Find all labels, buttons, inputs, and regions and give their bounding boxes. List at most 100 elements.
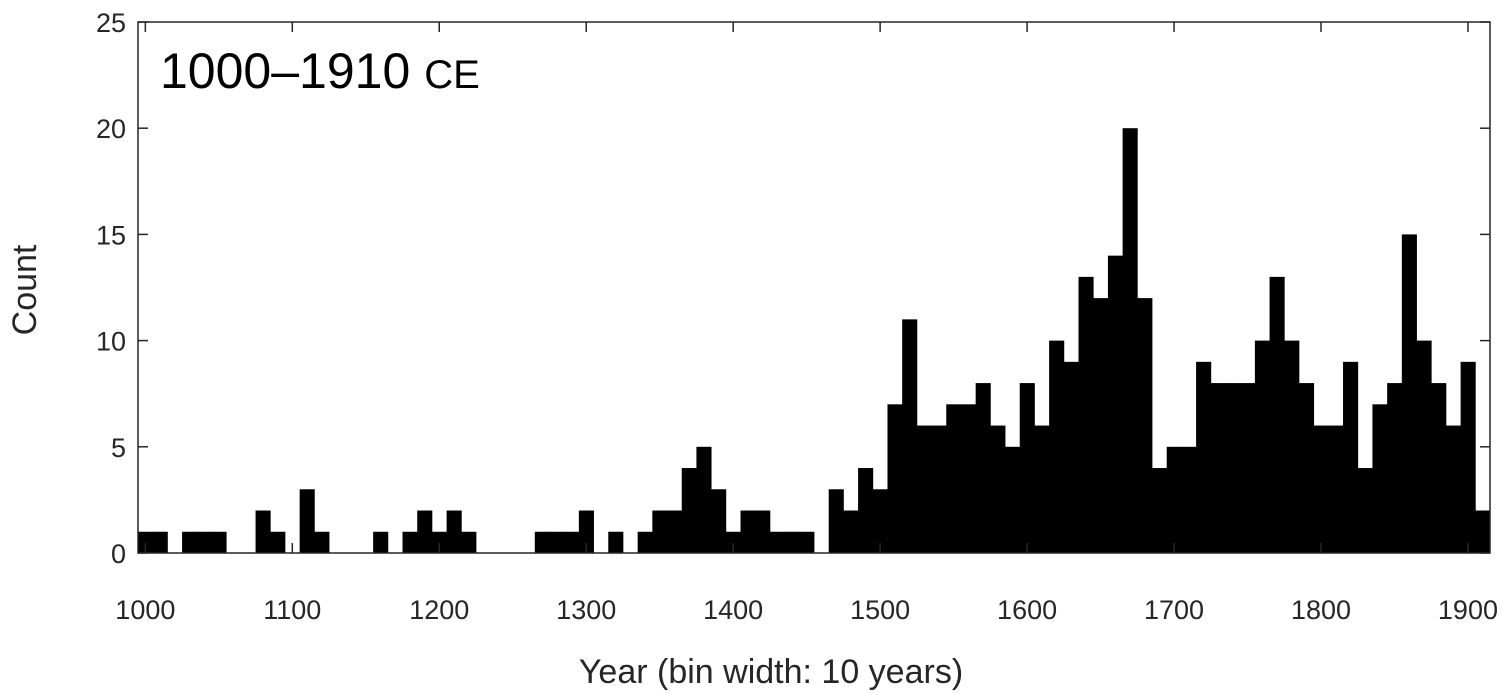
x-tick-label: 1700 bbox=[1144, 595, 1204, 625]
x-tick-label: 1300 bbox=[556, 595, 616, 625]
histogram-bar bbox=[1445, 425, 1462, 553]
histogram-bar bbox=[1240, 383, 1256, 553]
y-tick-label: 15 bbox=[96, 220, 126, 250]
chart-title-range: 1000–1910 bbox=[160, 43, 410, 99]
y-tick-label: 0 bbox=[111, 539, 126, 569]
histogram-bar bbox=[1269, 276, 1285, 553]
histogram-bar bbox=[784, 531, 800, 553]
y-tick-label: 25 bbox=[96, 8, 126, 38]
histogram-bar bbox=[975, 383, 991, 553]
histogram-bar bbox=[1328, 425, 1344, 553]
histogram-bar bbox=[1210, 383, 1226, 553]
histogram-bar bbox=[534, 531, 550, 553]
histogram-bar bbox=[564, 531, 580, 553]
histogram-bar bbox=[138, 531, 154, 553]
histogram-bar bbox=[182, 531, 198, 553]
histogram-bar bbox=[872, 489, 888, 553]
x-tick-label: 1500 bbox=[850, 595, 910, 625]
histogram-bar bbox=[1049, 340, 1065, 553]
histogram-bar bbox=[608, 531, 624, 553]
chart-title-unit: CE bbox=[424, 53, 480, 97]
x-tick-label: 1400 bbox=[703, 595, 763, 625]
y-axis-ticks: 0 5 10 15 20 25 bbox=[96, 8, 1490, 569]
histogram-bar bbox=[960, 404, 977, 553]
histogram-bar bbox=[1431, 383, 1447, 553]
histogram-bar bbox=[1078, 276, 1094, 553]
chart-title: 1000–1910 CE bbox=[160, 43, 480, 99]
histogram-bar bbox=[461, 531, 477, 553]
histogram-bar bbox=[1254, 340, 1270, 553]
histogram-bar bbox=[255, 510, 271, 553]
y-axis-title: Count bbox=[6, 244, 44, 335]
histogram-bar bbox=[1357, 468, 1373, 553]
histogram-bar bbox=[373, 531, 389, 553]
histogram-bar bbox=[1107, 255, 1124, 553]
histogram-bar bbox=[299, 489, 315, 553]
histogram-bar bbox=[1284, 340, 1300, 553]
histogram-bar bbox=[1225, 383, 1241, 553]
histogram-bar bbox=[681, 468, 697, 553]
histogram-bar bbox=[1093, 298, 1109, 553]
histogram-bar bbox=[270, 531, 286, 553]
histogram-bar bbox=[1401, 234, 1417, 553]
y-tick-label: 10 bbox=[96, 327, 126, 357]
histogram-bar bbox=[902, 319, 918, 553]
histogram-bar bbox=[916, 425, 932, 553]
histogram-bar bbox=[1152, 468, 1168, 553]
x-axis-title: Year (bin width: 10 years) bbox=[579, 653, 963, 691]
x-tick-label: 1800 bbox=[1291, 595, 1351, 625]
histogram-bar bbox=[211, 531, 227, 553]
x-tick-label: 1200 bbox=[409, 595, 469, 625]
histogram-bar bbox=[314, 531, 330, 553]
histogram-bar bbox=[1137, 298, 1153, 553]
x-tick-label: 1100 bbox=[263, 595, 321, 625]
histogram-bar bbox=[417, 510, 433, 553]
histogram-bar bbox=[1475, 510, 1491, 553]
histogram-bar bbox=[1372, 404, 1388, 553]
x-axis-ticks: 1000 1100 1200 1300 1400 1500 1600 1700 1800 1900 bbox=[115, 22, 1498, 625]
histogram-bar bbox=[1034, 425, 1050, 553]
bar-group bbox=[138, 128, 1491, 553]
histogram-bar bbox=[637, 531, 653, 553]
histogram-bar bbox=[1005, 446, 1021, 553]
histogram-bar bbox=[725, 531, 741, 553]
histogram-bar bbox=[769, 531, 786, 553]
histogram-bar bbox=[1196, 361, 1212, 553]
histogram-bar bbox=[887, 404, 903, 553]
x-tick-label: 1600 bbox=[997, 595, 1057, 625]
histogram-bar bbox=[946, 404, 962, 553]
plot-area-frame bbox=[137, 21, 1491, 554]
x-tick-label: 1900 bbox=[1438, 595, 1498, 625]
histogram-bar bbox=[828, 489, 844, 553]
histogram-bar bbox=[402, 531, 418, 553]
histogram-bar bbox=[1166, 446, 1182, 553]
histogram-bar bbox=[431, 531, 448, 553]
histogram-bar bbox=[1416, 340, 1432, 553]
histogram-bar bbox=[990, 425, 1006, 553]
histogram-bar bbox=[931, 425, 947, 553]
histogram-bar bbox=[1181, 446, 1197, 553]
histogram-bar bbox=[549, 531, 565, 553]
histogram-bar bbox=[446, 510, 462, 553]
y-tick-label: 20 bbox=[96, 114, 126, 144]
histogram-bar bbox=[152, 531, 168, 553]
histogram-bar bbox=[1313, 425, 1329, 553]
histogram-bar bbox=[1387, 383, 1403, 553]
histogram-bar bbox=[755, 510, 771, 553]
histogram-bar bbox=[196, 531, 212, 553]
histogram-bar bbox=[711, 489, 727, 553]
histogram-bar bbox=[1063, 361, 1079, 553]
histogram-bar bbox=[1460, 361, 1476, 553]
y-tick-label: 5 bbox=[111, 433, 126, 463]
histogram-bar bbox=[652, 510, 668, 553]
histogram-bar bbox=[667, 510, 683, 553]
histogram-bar bbox=[1019, 383, 1035, 553]
histogram-bar bbox=[843, 510, 859, 553]
histogram-bar bbox=[578, 510, 594, 553]
histogram-bar bbox=[858, 468, 874, 553]
histogram-bar bbox=[740, 510, 756, 553]
histogram-bar bbox=[1298, 383, 1315, 553]
histogram-bar bbox=[696, 446, 712, 553]
histogram-bar bbox=[1122, 128, 1138, 553]
